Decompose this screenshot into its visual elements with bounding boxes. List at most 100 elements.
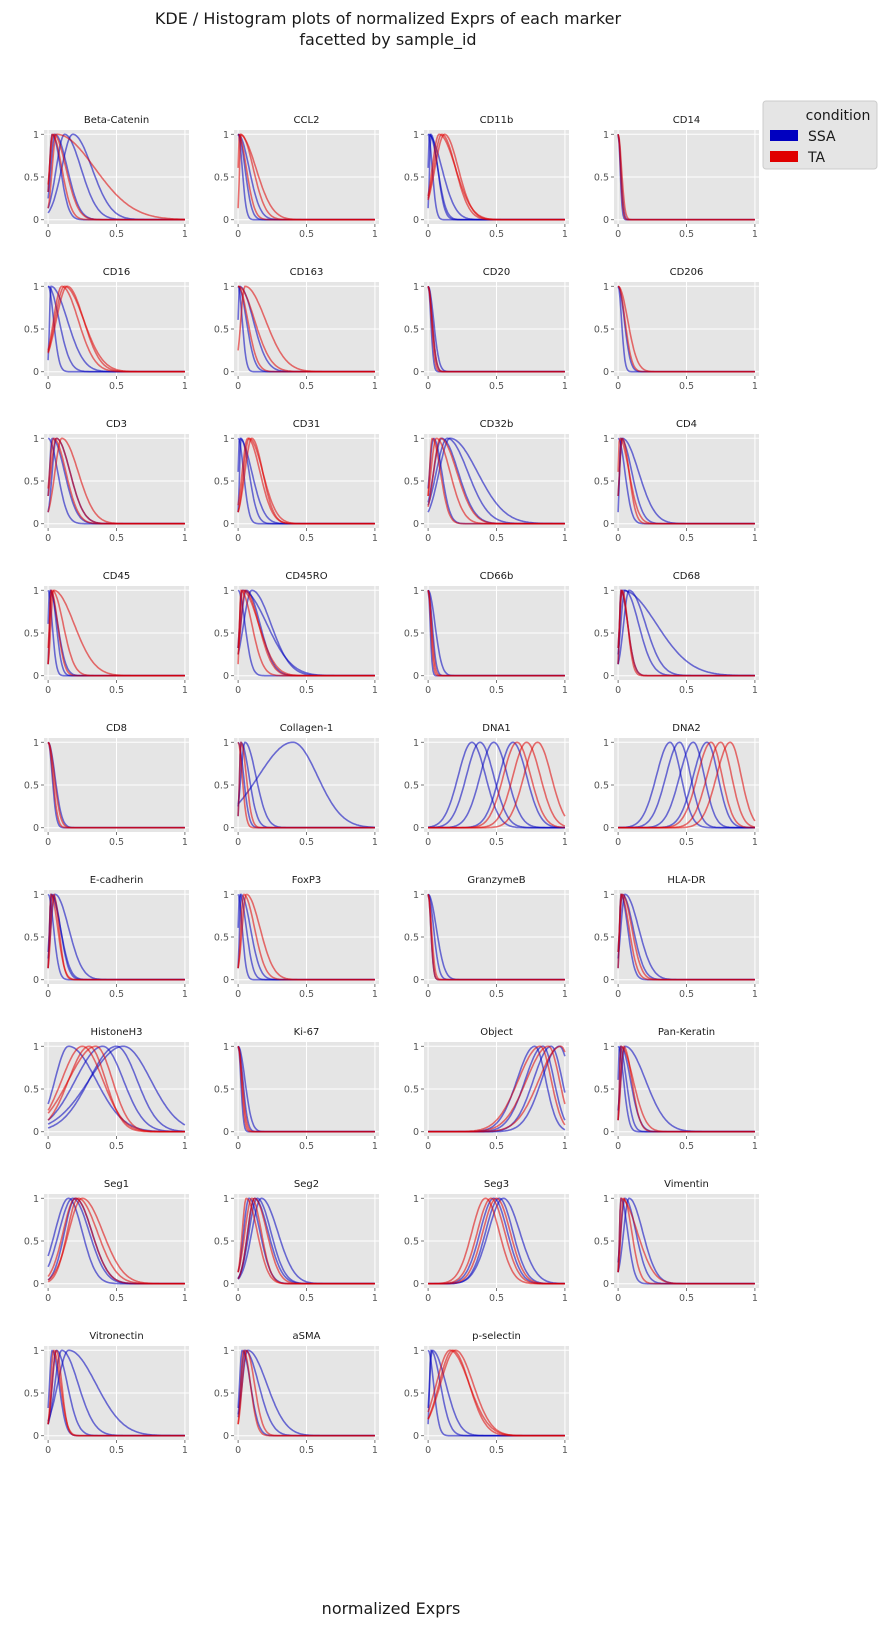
- y-tick-label: 0: [413, 215, 419, 226]
- y-tick-label: 1: [223, 1346, 229, 1357]
- panel-title: Vitronectin: [89, 1331, 143, 1342]
- panel-title: Vimentin: [664, 1179, 709, 1190]
- panel-title: CD68: [673, 571, 700, 582]
- x-tick-label: 0.5: [109, 1445, 124, 1456]
- x-tick-label: 1: [752, 837, 758, 848]
- kde-curve-ta: [237, 1197, 375, 1285]
- y-tick-label: 0: [223, 1127, 229, 1138]
- kde-curve-ta: [237, 285, 375, 373]
- panel-cd163: CD163 0 0.5 1 0 0.5 1: [214, 267, 379, 392]
- panel-asma: aSMA 0 0.5 1 0 0.5 1: [214, 1331, 379, 1456]
- y-tick-label: 0.5: [24, 1389, 39, 1400]
- x-tick-label: 0.5: [489, 1293, 504, 1304]
- legend-label-ssa: SSA: [808, 129, 836, 145]
- x-tick-label: 0: [425, 685, 431, 696]
- y-tick-label: 0.5: [404, 1237, 419, 1248]
- x-tick-label: 1: [182, 533, 188, 544]
- panel-granzymeb: GranzymeB 0 0.5 1 0 0.5 1: [404, 875, 569, 1000]
- x-tick-label: 0.5: [679, 685, 694, 696]
- panel-title: Seg1: [104, 1179, 129, 1190]
- panel-title: CD163: [290, 267, 324, 278]
- y-tick-label: 1: [413, 434, 419, 445]
- y-tick-label: 1: [33, 890, 39, 901]
- x-tick-label: 0: [235, 989, 241, 1000]
- panel-title: Pan-Keratin: [658, 1027, 715, 1038]
- panel-title: CD66b: [480, 571, 514, 582]
- y-tick-label: 0: [223, 367, 229, 378]
- y-tick-label: 0: [33, 1127, 39, 1138]
- x-tick-label: 0.5: [679, 1293, 694, 1304]
- y-tick-label: 1: [223, 890, 229, 901]
- legend-swatch-ta: [770, 151, 798, 162]
- panel-title: CD16: [103, 267, 130, 278]
- x-tick-label: 0: [235, 533, 241, 544]
- x-tick-label: 1: [562, 229, 568, 240]
- y-tick-label: 1: [223, 130, 229, 141]
- x-tick-label: 0.5: [489, 1141, 504, 1152]
- x-tick-label: 0.5: [679, 989, 694, 1000]
- legend-title: condition: [806, 108, 871, 124]
- x-tick-label: 0: [235, 381, 241, 392]
- x-tick-label: 1: [562, 1141, 568, 1152]
- panel-vitronectin: Vitronectin 0 0.5 1 0 0.5 1: [24, 1331, 189, 1456]
- kde-curve-ta: [427, 894, 565, 981]
- panel-collagen-1: Collagen-1 0 0.5 1 0 0.5 1: [214, 723, 379, 848]
- y-tick-label: 1: [33, 738, 39, 749]
- y-tick-label: 1: [603, 434, 609, 445]
- y-tick-label: 0.5: [594, 781, 609, 792]
- x-tick-label: 0: [615, 989, 621, 1000]
- kde-curve-ta: [427, 437, 565, 525]
- chart-title-line1: KDE / Histogram plots of normalized Expr…: [155, 9, 622, 28]
- kde-curve-ta: [617, 893, 755, 981]
- x-tick-label: 1: [372, 1445, 378, 1456]
- y-tick-label: 0: [413, 975, 419, 986]
- y-tick-label: 0: [413, 519, 419, 530]
- kde-curve-ta: [428, 741, 566, 829]
- y-tick-label: 1: [603, 1042, 609, 1053]
- panel-title: Seg3: [484, 1179, 509, 1190]
- y-tick-label: 0: [223, 1279, 229, 1290]
- y-tick-label: 1: [603, 586, 609, 597]
- y-tick-label: 1: [33, 1346, 39, 1357]
- panel-title: CD8: [106, 723, 127, 734]
- legend-swatch-ssa: [770, 130, 798, 141]
- panel-object: Object 0 0.5 1 0 0.5 1: [404, 1027, 569, 1152]
- y-tick-label: 0: [33, 367, 39, 378]
- kde-curve-ta: [47, 893, 185, 981]
- panel-vimentin: Vimentin 0 0.5 1 0 0.5 1: [594, 1179, 759, 1304]
- x-tick-label: 1: [562, 837, 568, 848]
- y-tick-label: 0.5: [214, 173, 229, 184]
- kde-curve-ta: [47, 1349, 185, 1437]
- x-tick-label: 0.5: [299, 381, 314, 392]
- x-tick-label: 0: [425, 229, 431, 240]
- x-tick-label: 0.5: [299, 229, 314, 240]
- y-tick-label: 1: [33, 434, 39, 445]
- kde-curve-ta: [428, 1045, 566, 1133]
- y-tick-label: 0: [223, 975, 229, 986]
- x-tick-label: 0.5: [489, 229, 504, 240]
- y-tick-label: 0.5: [214, 1085, 229, 1096]
- x-tick-label: 0.5: [679, 381, 694, 392]
- kde-curve-ta: [47, 1197, 185, 1285]
- y-tick-label: 1: [603, 130, 609, 141]
- kde-curve-ta: [428, 1197, 565, 1285]
- x-tick-label: 1: [182, 989, 188, 1000]
- x-tick-label: 0.5: [679, 837, 694, 848]
- x-tick-label: 0: [425, 1445, 431, 1456]
- x-tick-label: 0: [615, 381, 621, 392]
- kde-curve-ta: [427, 133, 565, 221]
- y-tick-label: 1: [603, 1194, 609, 1205]
- x-tick-label: 0.5: [109, 381, 124, 392]
- y-tick-label: 0.5: [594, 1085, 609, 1096]
- x-tick-label: 0.5: [489, 381, 504, 392]
- kde-curve-ta: [47, 133, 185, 221]
- kde-curve-ssa: [237, 741, 375, 829]
- y-tick-label: 0: [413, 367, 419, 378]
- x-tick-label: 0: [235, 229, 241, 240]
- kde-curve-ta: [237, 437, 375, 525]
- panel-cd32b: CD32b 0 0.5 1 0 0.5 1: [404, 419, 569, 544]
- y-tick-label: 0: [223, 671, 229, 682]
- y-tick-label: 0.5: [594, 1237, 609, 1248]
